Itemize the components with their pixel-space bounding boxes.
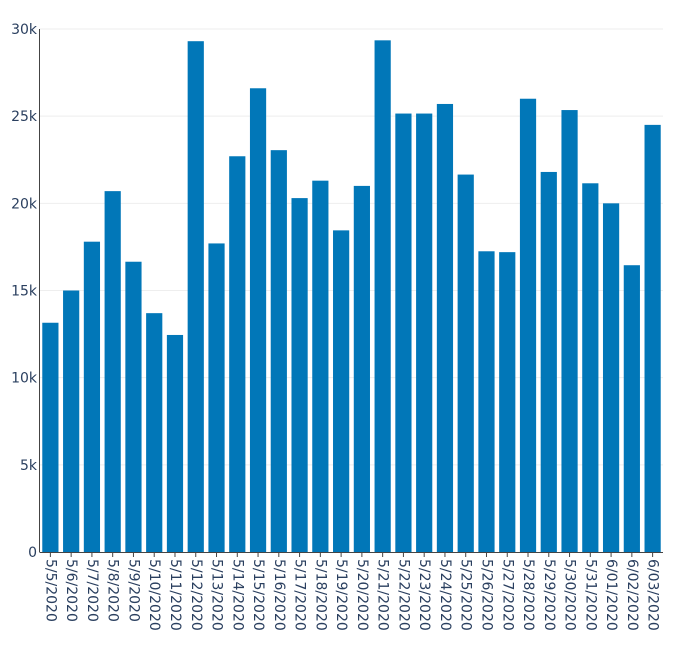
bar-5-14-2020[interactable] [229, 156, 246, 552]
y-tick-label: 25k [11, 109, 38, 125]
x-tick-labels: 5/5/2020 5/6/2020 5/7/2020 5/8/2020 5/9/2020… [42, 559, 660, 631]
y-tick-label: 20k [11, 196, 38, 212]
bar-5-16-2020[interactable] [270, 150, 287, 552]
y-tick-label: 30k [11, 22, 38, 38]
x-tick-label: 5/13/2020 [209, 559, 225, 631]
x-tick-label: 5/21/2020 [375, 559, 391, 631]
bar-5-29-2020[interactable] [540, 171, 557, 552]
bar-5-12-2020[interactable] [187, 41, 204, 552]
x-tick-label: 5/17/2020 [292, 559, 308, 631]
y-tick-label: 15k [11, 284, 38, 300]
bar-5-8-2020[interactable] [104, 191, 121, 552]
gridlines [40, 28, 663, 466]
bar-5-21-2020[interactable] [374, 40, 391, 552]
y-tick-label: 5k [20, 458, 38, 474]
x-tick-label: 5/16/2020 [271, 559, 287, 631]
bar-6-01-2020[interactable] [602, 203, 620, 552]
bar-5-9-2020[interactable] [125, 261, 142, 552]
x-tick-label: 5/30/2020 [562, 559, 578, 631]
bar-5-19-2020[interactable] [333, 230, 350, 553]
axes [39, 29, 663, 557]
x-tick-label: 5/9/2020 [125, 559, 141, 622]
bar-5-20-2020[interactable] [353, 185, 370, 552]
bar-5-24-2020[interactable] [436, 103, 454, 553]
bars [42, 40, 661, 553]
x-tick-label: 5/22/2020 [395, 559, 411, 631]
x-tick-label: 5/18/2020 [312, 559, 328, 631]
bar-5-18-2020[interactable] [312, 180, 329, 553]
y-tick-label: 10k [11, 371, 38, 387]
x-tick-label: 5/25/2020 [458, 559, 474, 631]
x-tick-label: 5/29/2020 [541, 559, 557, 631]
x-tick-label: 5/28/2020 [520, 559, 536, 631]
x-tick-label: 5/26/2020 [478, 559, 494, 631]
bar-5-13-2020[interactable] [208, 243, 225, 552]
bar-5-30-2020[interactable] [561, 110, 578, 552]
x-tick-label: 6/03/2020 [645, 559, 661, 631]
bar-5-5-2020[interactable] [42, 322, 59, 552]
x-tick-label: 5/5/2020 [42, 559, 58, 622]
bar-5-26-2020[interactable] [478, 251, 495, 552]
bar-6-03-2020[interactable] [644, 124, 661, 552]
bar-5-7-2020[interactable] [83, 241, 101, 552]
bar-5-6-2020[interactable] [63, 290, 80, 553]
bar-5-31-2020[interactable] [582, 183, 599, 553]
bar-5-11-2020[interactable] [166, 334, 184, 552]
bar-5-25-2020[interactable] [457, 174, 474, 552]
x-tick-label: 5/7/2020 [84, 559, 100, 622]
x-tick-label: 5/8/2020 [105, 559, 121, 622]
x-tick-label: 6/02/2020 [624, 559, 640, 631]
x-tick-label: 5/19/2020 [333, 559, 349, 631]
bar-5-15-2020[interactable] [249, 88, 267, 553]
y-tick-labels: 0 5k 10k 15k 20k 25k 30k [11, 22, 38, 561]
bar-5-28-2020[interactable] [519, 98, 537, 552]
bar-5-23-2020[interactable] [416, 113, 433, 553]
x-tick-label: 5/10/2020 [146, 559, 162, 631]
x-tick-label: 5/20/2020 [354, 559, 370, 631]
x-tick-label: 5/24/2020 [437, 559, 453, 631]
y-tick-label: 0 [28, 545, 37, 561]
x-tick-label: 6/01/2020 [603, 559, 619, 631]
bar-5-10-2020[interactable] [146, 313, 163, 552]
x-tick-label: 5/14/2020 [229, 559, 245, 631]
x-tick-label: 5/27/2020 [499, 559, 515, 631]
x-tick-label: 5/31/2020 [582, 559, 598, 631]
x-tick-label: 5/11/2020 [167, 559, 183, 631]
x-tick-label: 5/15/2020 [250, 559, 266, 631]
bar-6-02-2020[interactable] [623, 265, 640, 552]
x-tick-label: 5/12/2020 [188, 559, 204, 631]
x-tick-label: 5/6/2020 [63, 559, 79, 622]
x-tick-label: 5/23/2020 [416, 559, 432, 631]
bar-5-27-2020[interactable] [499, 252, 516, 552]
bar-5-17-2020[interactable] [291, 198, 308, 552]
bar-5-22-2020[interactable] [395, 113, 412, 553]
